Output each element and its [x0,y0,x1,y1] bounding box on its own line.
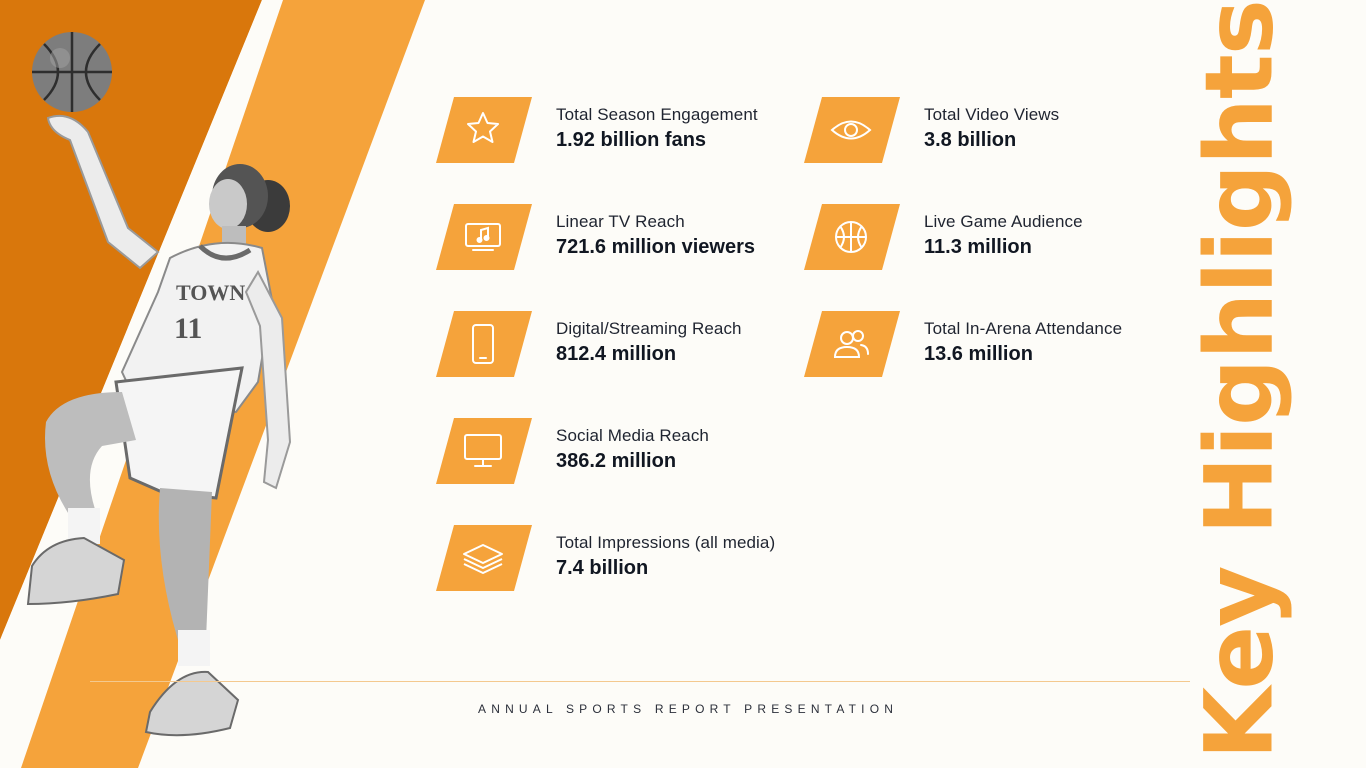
monitor-icon [464,434,502,467]
footer-text: ANNUAL SPORTS REPORT PRESENTATION [478,702,899,716]
highlight-label: Live Game Audience [924,212,1083,231]
highlight-label: Total Video Views [924,105,1060,124]
highlight-label: Total In-Arena Attendance [924,319,1123,338]
highlight-value: 1.92 billion fans [556,129,707,151]
highlight-label: Total Impressions (all media) [556,533,776,552]
page-title: Key Highlights [1185,0,1295,760]
star-icon [467,112,499,143]
highlight-label: Digital/Streaming Reach [556,319,742,338]
layers-icon [463,544,503,574]
basketball-player-image: TOWN 11 [26,32,292,737]
highlight-value: 721.6 million viewers [556,236,755,258]
highlight-value: 7.4 billion [556,557,649,579]
highlight-card-video-views: Total Video Views 3.8 billion [804,97,1164,167]
svg-text:TOWN: TOWN [176,280,245,305]
basketball-icon [835,221,867,253]
highlight-badge [804,97,900,163]
highlight-card-linear-tv: Linear TV Reach 721.6 million viewers [436,204,796,274]
highlight-badge [436,97,532,163]
users-icon [833,330,869,358]
highlight-label: Total Season Engagement [556,105,758,124]
svg-text:11: 11 [174,312,202,345]
highlight-badge [436,311,532,377]
highlight-value: 13.6 million [924,343,1033,365]
eye-icon [830,120,872,140]
highlight-card-total-impressions: Total Impressions (all media) 7.4 billio… [436,525,796,595]
highlight-card-season-engagement: Total Season Engagement 1.92 billion fan… [436,97,796,167]
highlight-value: 812.4 million [556,343,677,365]
highlight-card-social-media: Social Media Reach 386.2 million [436,418,796,488]
highlight-label: Social Media Reach [556,426,709,445]
smartphone-icon [472,324,494,364]
basketball-graphic [32,32,112,112]
highlight-label: Linear TV Reach [556,212,685,231]
highlight-badge [436,525,532,591]
highlight-value: 11.3 million [924,236,1032,258]
highlight-badge [436,204,532,270]
highlight-card-digital-streaming: Digital/Streaming Reach 812.4 million [436,311,796,381]
tv-music-icon [465,223,501,251]
highlight-badge [804,204,900,270]
highlight-badge [436,418,532,484]
highlight-card-arena-attendance: Total In-Arena Attendance 13.6 million [804,311,1164,381]
highlight-value: 386.2 million [556,450,677,472]
highlight-card-live-game: Live Game Audience 11.3 million [804,204,1164,274]
highlight-badge [804,311,900,377]
footer-divider [90,681,1190,682]
highlight-value: 3.8 billion [924,129,1017,151]
